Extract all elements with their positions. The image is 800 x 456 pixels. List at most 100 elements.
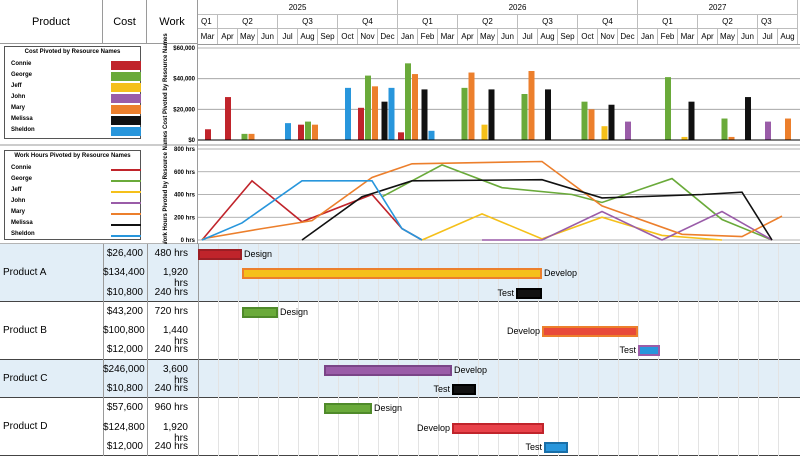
task-bar-develop[interactable] (542, 326, 638, 338)
month-gridline (578, 244, 579, 302)
cost-bar-mary-m26 (728, 136, 735, 140)
legend-swatch-connie (111, 169, 141, 171)
work-cell[interactable]: 1,920 hrs (162, 267, 188, 290)
product-group-1[interactable]: Product A $26,400 480 hrs Design $134,400 1,9… (0, 244, 800, 302)
column-divider (147, 301, 148, 360)
product-name[interactable]: Product C (3, 373, 48, 385)
cost-bar-jeff-m24 (681, 136, 688, 140)
legend-swatch-john (111, 94, 141, 103)
cost-bar-george-m8 (365, 75, 371, 140)
cost-bar-george-m19 (581, 101, 588, 140)
month-gridline (358, 359, 359, 399)
column-divider (103, 359, 104, 399)
work-cell[interactable]: 240 hrs (154, 286, 188, 298)
work-cell[interactable]: 240 hrs (154, 344, 188, 356)
task-bar-design[interactable] (324, 403, 372, 415)
cost-cell[interactable]: $12,000 (106, 344, 143, 356)
month-gridline (338, 301, 339, 360)
cost-cell[interactable]: $124,800 (103, 421, 145, 433)
month-19: Sep (558, 29, 578, 44)
month-26: Apr (698, 29, 718, 44)
product-column-header[interactable]: Product (0, 0, 103, 44)
cost-bar-sheldon-m7 (345, 87, 351, 140)
month-6: Aug (298, 29, 318, 44)
chart-legend-area (0, 44, 198, 244)
task-bar-test[interactable] (638, 345, 660, 357)
task-bar-design[interactable] (242, 306, 278, 318)
cost-cell[interactable]: $246,000 (103, 363, 145, 375)
cost-cell[interactable]: $134,400 (103, 267, 145, 279)
task-bar-test[interactable] (516, 287, 542, 299)
month-gridline (478, 301, 479, 360)
task-bar-test[interactable] (452, 384, 476, 396)
month-1: Mar (198, 29, 218, 44)
product-name[interactable]: Product A (3, 266, 47, 278)
work-cell[interactable]: 240 hrs (154, 440, 188, 452)
cost-cell[interactable]: $12,000 (106, 440, 143, 452)
month-gridline (778, 301, 779, 360)
task-bar-test[interactable] (544, 441, 568, 453)
cost-cell[interactable]: $100,800 (103, 325, 145, 337)
month-gridline (218, 301, 219, 360)
quarter-5: Q1 (398, 15, 458, 29)
task-bar-develop[interactable] (452, 422, 544, 434)
month-21: Nov (598, 29, 618, 44)
task-label: Design (374, 403, 403, 414)
product-group-4[interactable]: Product D $57,600 960 hrs Design $124,800 1,9… (0, 398, 800, 456)
month-15: May (478, 29, 498, 44)
month-gridline (618, 359, 619, 399)
month-25: Mar (678, 29, 698, 44)
legend-label-jeff: Jeff (11, 83, 22, 89)
month-gridline (698, 244, 699, 302)
hours-line-john (482, 210, 773, 241)
cost-cell[interactable]: $10,800 (106, 286, 143, 298)
quarter-9: Q1 (638, 15, 698, 29)
month-gridline (418, 301, 419, 360)
task-bar-develop[interactable] (242, 268, 542, 280)
product-name[interactable]: Product D (3, 421, 48, 433)
work-column-header[interactable]: Work (147, 0, 198, 44)
task-bar-design[interactable] (198, 249, 242, 260)
cost-column-header[interactable]: Cost (103, 0, 147, 44)
month-gridline (478, 359, 479, 399)
quarter-1: Q1 (198, 15, 218, 29)
task-label: Develop (506, 326, 540, 337)
work-cell[interactable]: 1,920 hrs (162, 421, 188, 444)
month-14: Apr (458, 29, 478, 44)
work-cell[interactable]: 960 hrs (154, 402, 188, 414)
work-cell[interactable]: 1,440 hrs (162, 325, 188, 348)
cost-cell[interactable]: $57,600 (106, 402, 143, 414)
cost-cell[interactable]: $10,800 (106, 383, 143, 395)
quarter-7: Q3 (518, 15, 578, 29)
product-header-label: Product (32, 15, 70, 28)
work-cell[interactable]: 480 hrs (154, 248, 188, 259)
legend-swatch-melissa (111, 116, 141, 125)
legend-swatch-jeff (111, 191, 141, 193)
month-gridline (338, 359, 339, 399)
month-gridline (718, 359, 719, 399)
product-name[interactable]: Product B (3, 324, 47, 336)
quarter-8: Q4 (578, 15, 638, 29)
cost-bar-melissa-m24 (688, 101, 695, 140)
task-bar-develop[interactable] (324, 364, 452, 376)
task-label: Develop (544, 268, 578, 279)
month-gridline (398, 359, 399, 399)
cost-bar-jeff-m14 (481, 124, 488, 140)
legend-swatch-john (111, 202, 141, 204)
cost-cell[interactable]: $26,400 (106, 248, 143, 259)
cost-cell[interactable]: $43,200 (106, 305, 143, 317)
work-cell[interactable]: 3,600 hrs (162, 363, 188, 386)
work-cell[interactable]: 240 hrs (154, 383, 188, 395)
month-gridline (598, 244, 599, 302)
product-group-3[interactable]: Product C $246,000 3,600 hrs Develop $10,800… (0, 359, 800, 399)
legend-swatch-george (111, 180, 141, 182)
month-gridline (418, 398, 419, 456)
month-4: Jun (258, 29, 278, 44)
cost-bar-george-m13 (461, 87, 468, 140)
column-divider (103, 301, 104, 360)
work-cell[interactable]: 720 hrs (154, 305, 188, 317)
hours-ytick-3: 200 hrs (174, 215, 196, 221)
product-group-2[interactable]: Product B $43,200 720 hrs Design $100,800 1,4… (0, 301, 800, 360)
month-gridline (658, 244, 659, 302)
hours-line-sheldon (201, 180, 423, 241)
